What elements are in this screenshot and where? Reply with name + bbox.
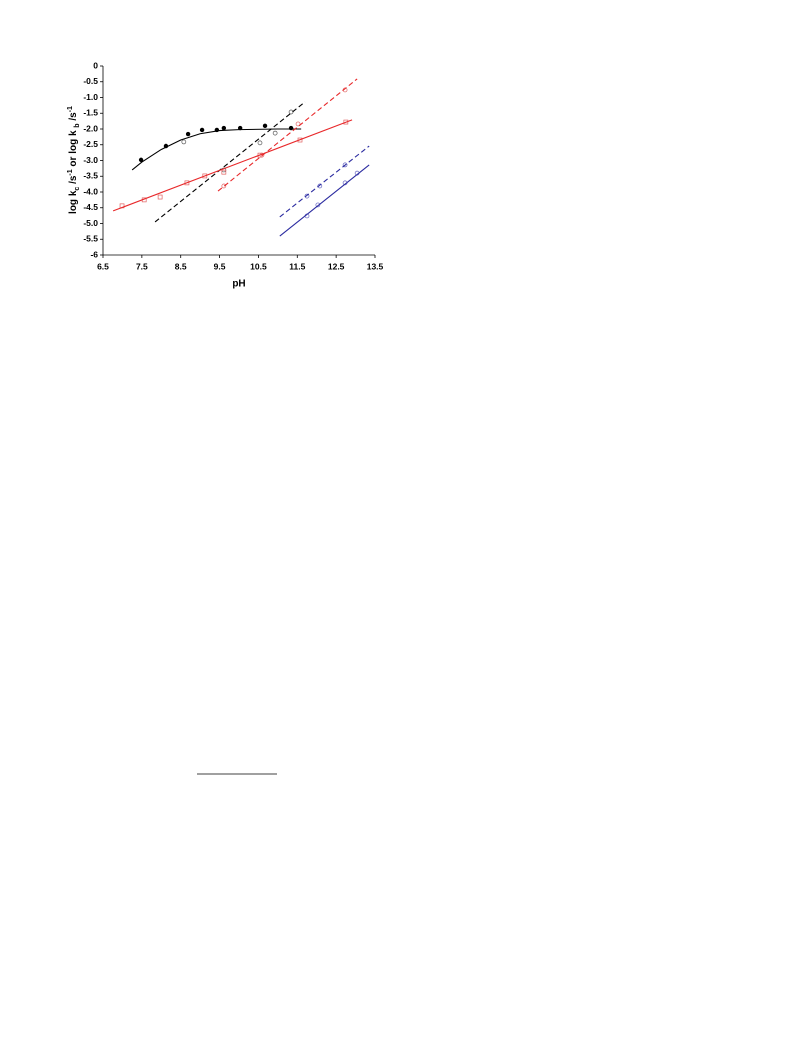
data-point — [304, 193, 310, 199]
data-point — [272, 130, 278, 136]
data-point — [181, 139, 187, 145]
data-point — [342, 162, 348, 168]
x-tick-label: 6.5 — [97, 261, 109, 271]
data-point — [138, 157, 144, 163]
data-point — [315, 202, 321, 208]
data-point — [157, 194, 163, 200]
y-axis-label: log kc /s-1 or log k b /s-1 — [67, 106, 81, 214]
data-point — [288, 109, 294, 115]
y-tick-label: -4.5 — [83, 202, 98, 212]
fit-line — [279, 145, 370, 218]
data-point — [199, 127, 205, 133]
y-tick-label: -3.5 — [83, 171, 98, 181]
data-point — [221, 169, 227, 175]
x-tick-label: 12.5 — [328, 261, 345, 271]
y-tick-label: -0.5 — [83, 76, 98, 86]
y-label-part: -1 — [67, 106, 74, 112]
y-label-part: c — [74, 187, 81, 191]
y-label-part: or log k — [68, 128, 79, 170]
y-label-part: log k — [68, 190, 79, 214]
y-label-part: b — [74, 123, 81, 127]
data-point — [317, 183, 323, 189]
y-label-part: /s — [68, 112, 79, 124]
x-tick-label: 9.5 — [214, 261, 226, 271]
fit-line — [154, 101, 306, 223]
y-tick-label: -2.5 — [83, 139, 98, 149]
fit-line — [279, 164, 370, 237]
y-tick-label: 0 — [93, 60, 98, 70]
fit-line — [131, 128, 302, 171]
x-axis-label: pH — [232, 279, 245, 290]
y-label-part: -1 — [67, 169, 74, 175]
fit-line — [217, 78, 358, 192]
y-tick-label: -6 — [90, 249, 98, 259]
data-point — [288, 125, 294, 131]
x-tick-label: 13.5 — [367, 261, 384, 271]
x-tick-label: 10.5 — [250, 261, 267, 271]
data-point — [221, 183, 227, 189]
x-tick-label: 8.5 — [175, 261, 187, 271]
data-point — [184, 180, 190, 186]
data-point — [262, 123, 268, 129]
fit-line — [112, 119, 353, 212]
data-point — [343, 119, 349, 125]
y-tick-label: -1.5 — [83, 108, 98, 118]
data-point — [202, 173, 208, 179]
y-tick-label: -2.0 — [83, 123, 98, 133]
y-tick-label: -1.0 — [83, 92, 98, 102]
x-tick-label: 11.5 — [289, 261, 305, 271]
x-tick-label: 7.5 — [136, 261, 148, 271]
data-point — [295, 121, 301, 127]
data-point — [259, 152, 265, 158]
y-tick-label: -3.0 — [83, 155, 98, 165]
y-tick-label: -4.0 — [83, 186, 98, 196]
data-point — [185, 131, 191, 137]
y-label-part: /s — [68, 175, 79, 187]
y-tick-label: -5.5 — [83, 234, 98, 244]
data-point — [221, 125, 227, 131]
y-tick-label: -5.0 — [83, 218, 98, 228]
data-point — [257, 140, 263, 146]
